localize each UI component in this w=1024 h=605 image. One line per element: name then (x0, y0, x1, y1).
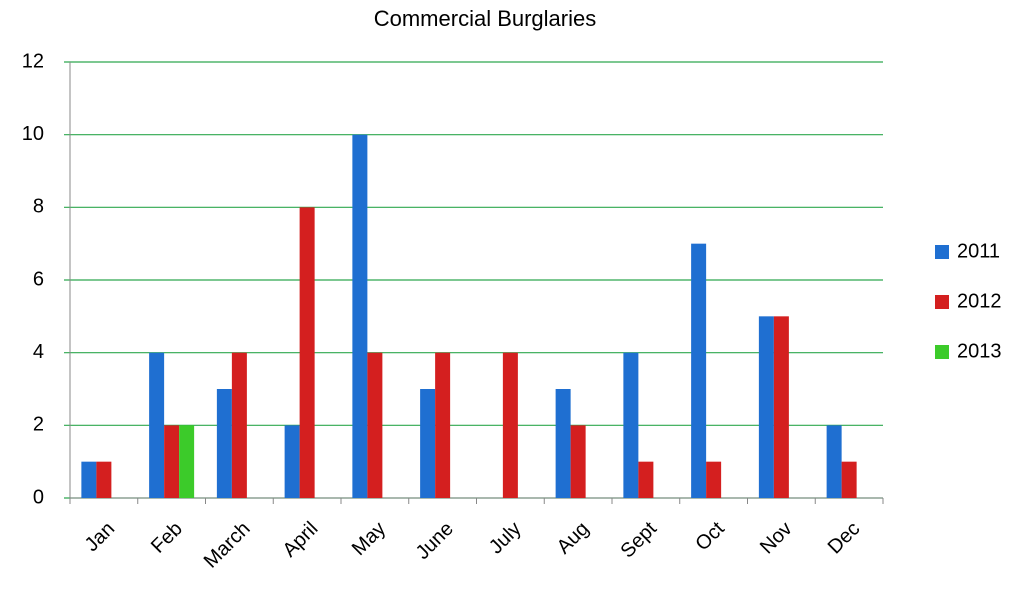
bar (149, 352, 165, 498)
x-tick-label: Nov (756, 518, 797, 559)
bar (216, 389, 232, 498)
bar (299, 207, 315, 499)
bar (826, 425, 842, 498)
legend-swatch (935, 345, 949, 359)
bar (81, 461, 97, 498)
y-tick-label: 6 (33, 268, 44, 290)
bar (420, 389, 436, 498)
x-tick-label: July (485, 518, 526, 559)
x-tick-label: April (279, 518, 323, 562)
bar (164, 425, 180, 498)
legend-swatch (935, 245, 949, 259)
x-tick-label: Aug (553, 518, 594, 559)
legend-label: 2011 (957, 240, 1000, 262)
bar (284, 425, 300, 498)
bar (435, 352, 451, 498)
y-tick-label: 8 (33, 196, 44, 218)
x-tick-label: May (348, 518, 390, 560)
legend-swatch (935, 295, 949, 309)
x-tick-label: Oct (691, 517, 729, 555)
x-tick-label: March (200, 518, 255, 573)
bar (623, 352, 639, 498)
y-tick-label: 2 (33, 414, 44, 436)
bar (367, 352, 383, 498)
bar (758, 316, 774, 498)
bar (502, 352, 518, 498)
bar (555, 389, 571, 498)
y-tick-label: 0 (33, 486, 44, 508)
bar (96, 461, 112, 498)
x-tick-label: Feb (147, 518, 187, 558)
legend-label: 2012 (957, 290, 1002, 312)
y-tick-label: 10 (22, 123, 44, 145)
bar (773, 316, 789, 498)
y-tick-label: 4 (33, 341, 44, 363)
bar (691, 243, 707, 498)
chart-title: Commercial Burglaries (374, 6, 597, 31)
bar (231, 352, 247, 498)
x-tick-label: Jan (81, 518, 119, 556)
bar (841, 461, 857, 498)
legend-label: 2013 (957, 340, 1002, 362)
x-tick-label: Sept (616, 517, 661, 562)
bar (570, 425, 586, 498)
bar (352, 134, 368, 498)
x-tick-label: Dec (824, 518, 865, 559)
bar (179, 425, 195, 498)
y-tick-label: 12 (22, 50, 44, 72)
bar (638, 461, 654, 498)
x-tick-label: June (412, 518, 458, 564)
bar (706, 461, 722, 498)
